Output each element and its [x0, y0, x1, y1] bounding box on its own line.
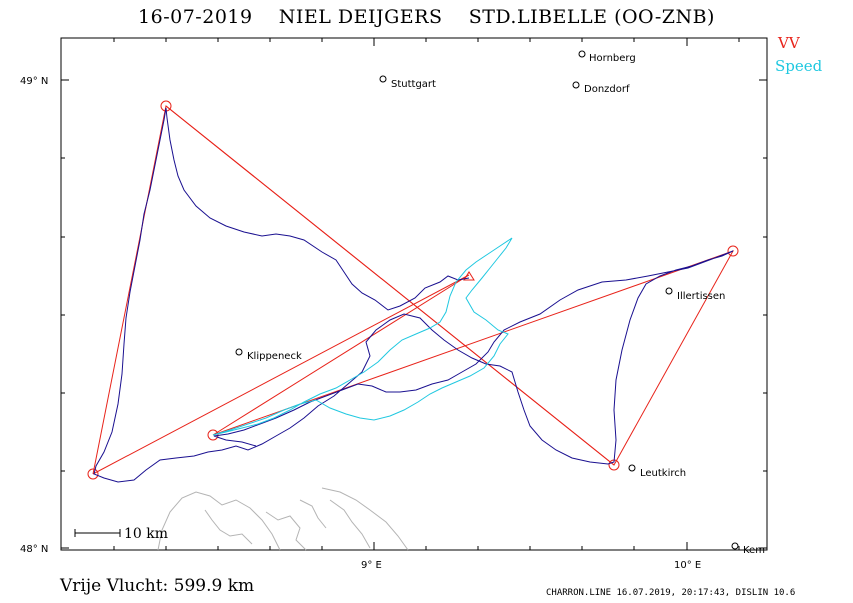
town-label-hornberg: Hornberg — [589, 53, 636, 64]
start-marker — [463, 271, 475, 281]
town-label-illertissen: Illertissen — [677, 291, 725, 302]
turnpoint-markers — [87, 100, 739, 480]
town-marker-hornberg — [578, 50, 586, 58]
town-label-stuttgart: Stuttgart — [391, 79, 436, 90]
lat-ticks — [61, 79, 767, 549]
town-label-klippeneck: Klippeneck — [247, 351, 302, 362]
town-marker-klippeneck — [235, 348, 243, 356]
town-marker-kem — [731, 542, 739, 550]
turnpoint-2 — [87, 468, 99, 480]
flight-track — [93, 107, 734, 483]
task-route — [92, 105, 735, 475]
scale-bar — [74, 529, 121, 537]
lat-label-49: 49° N — [20, 76, 48, 87]
town-marker-leutkirch — [628, 464, 636, 472]
distance-summary: Vrije Vlucht: 599.9 km — [60, 576, 255, 596]
lat-label-48: 48° N — [20, 544, 48, 555]
lon-ticks — [113, 38, 740, 550]
title-date: 16-07-2019 — [138, 6, 253, 28]
map-frame — [60, 37, 768, 551]
credit-line: CHARRON.LINE 16.07.2019, 20:17:43, DISLI… — [546, 588, 796, 598]
lon-label-10: 10° E — [674, 560, 701, 571]
town-marker-illertissen — [665, 287, 673, 295]
town-label-kem: Kem — [743, 545, 765, 556]
turnpoint-5 — [727, 245, 739, 257]
town-label-donzdorf: Donzdorf — [584, 84, 630, 95]
legend-vv: VV — [778, 34, 800, 52]
town-markers — [235, 50, 739, 550]
town-marker-stuttgart — [379, 75, 387, 83]
title-glider: STD.LIBELLE (OO-ZNB) — [468, 6, 715, 28]
lake-shoreline — [157, 487, 409, 551]
title-pilot: NIEL DEIJGERS — [278, 6, 443, 28]
scale-label: 10 km — [124, 526, 168, 542]
lon-label-9: 9° E — [361, 560, 382, 571]
legend-speed: Speed — [775, 57, 823, 75]
speed-trace — [212, 237, 513, 436]
town-marker-donzdorf — [572, 81, 580, 89]
town-label-leutkirch: Leutkirch — [640, 468, 686, 479]
chart-title: 16-07-2019 NIEL DEIJGERS STD.LIBELLE (OO… — [0, 6, 853, 28]
